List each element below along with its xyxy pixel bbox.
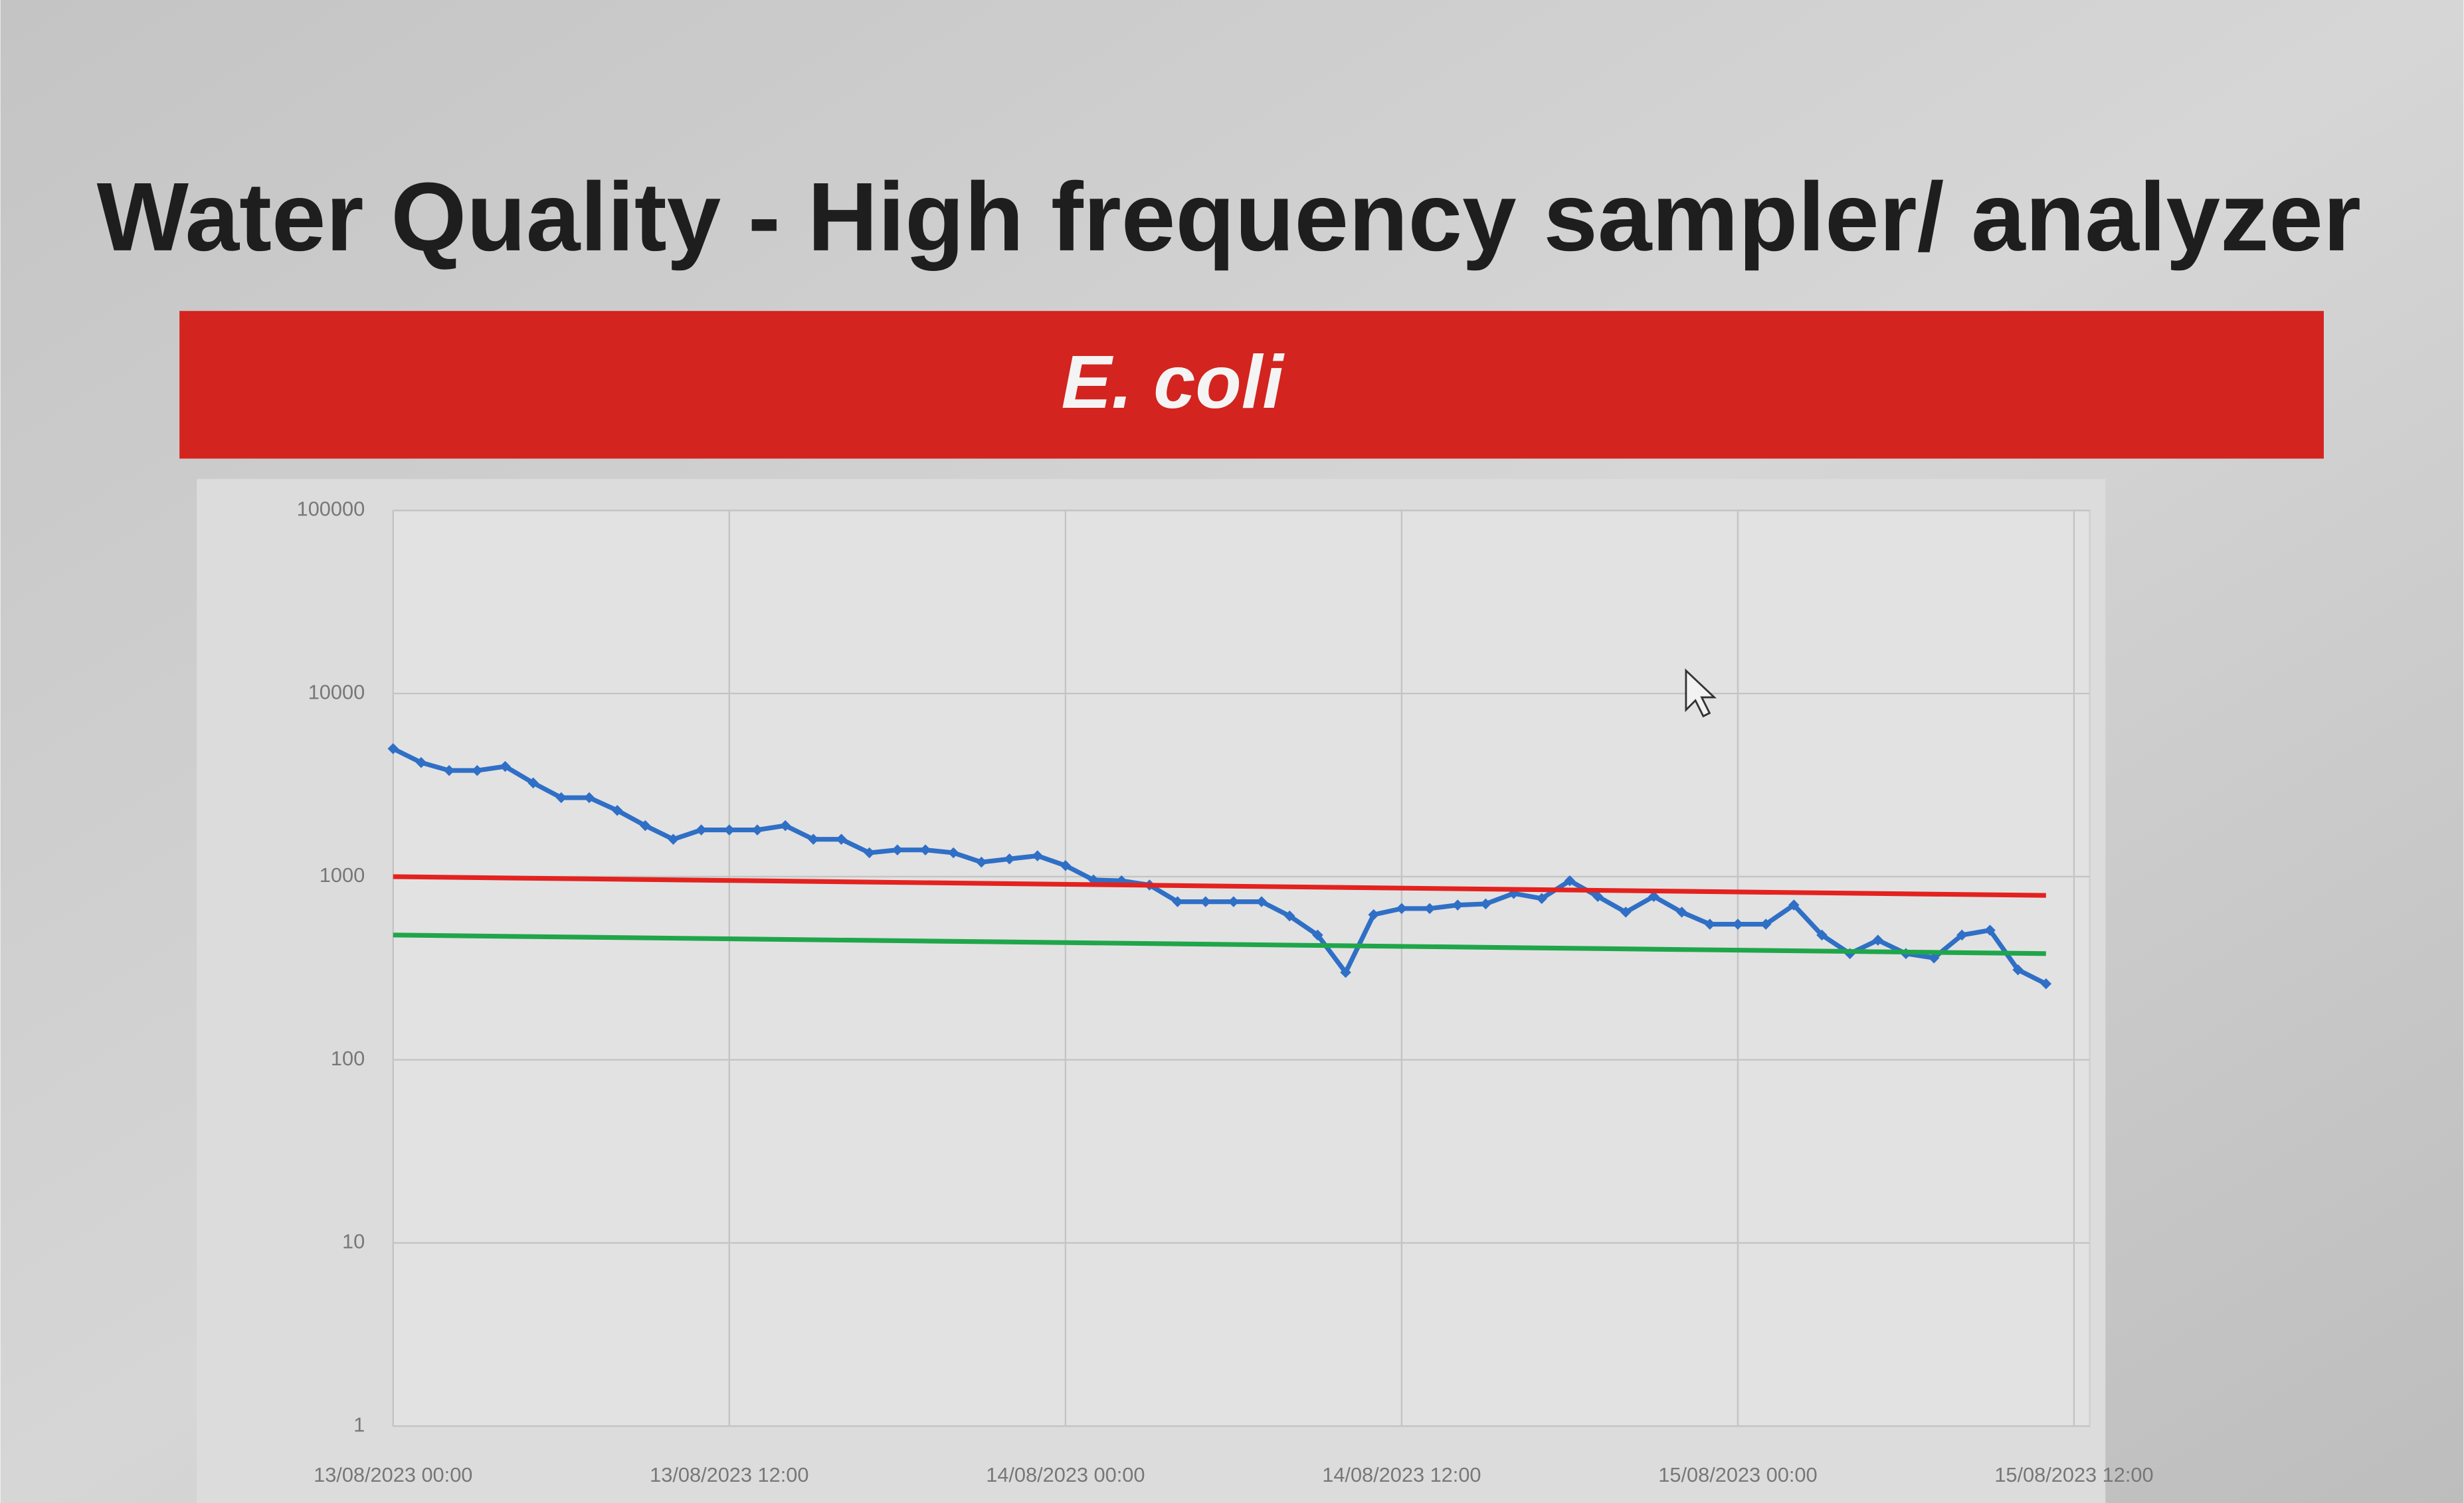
data-marker [1956, 929, 1968, 941]
y-tick-label: 10000 [308, 680, 365, 703]
chart-title: Water Quality - High frequency sampler/ … [97, 163, 2361, 272]
data-marker [1340, 966, 1351, 978]
data-marker [919, 844, 931, 855]
data-marker [1480, 898, 1491, 910]
data-marker [808, 834, 819, 845]
data-marker [443, 764, 455, 776]
data-marker [836, 834, 847, 845]
data-marker [1396, 903, 1408, 915]
data-marker [611, 804, 623, 816]
data-marker [1788, 899, 1800, 911]
data-marker [387, 743, 399, 754]
data-marker [1620, 907, 1632, 918]
y-tick-label: 1 [353, 1413, 365, 1436]
series-line [392, 747, 2047, 986]
x-tick-label: 13/08/2023 12:00 [650, 1463, 808, 1486]
data-marker [668, 834, 679, 845]
data-marker [1256, 896, 1268, 907]
data-marker [1760, 919, 1772, 930]
data-marker [1704, 919, 1716, 930]
data-marker [640, 820, 651, 832]
x-tick-label: 15/08/2023 00:00 [1658, 1463, 1817, 1486]
series-line [393, 932, 2046, 956]
data-marker [1648, 891, 1659, 902]
mouse-cursor [1685, 668, 1717, 718]
data-marker [2040, 978, 2052, 990]
data-marker [1452, 899, 1464, 911]
data-marker [2012, 964, 2024, 976]
data-marker [471, 764, 483, 776]
data-marker [1283, 910, 1295, 922]
data-marker [1872, 934, 1884, 946]
data-marker [696, 824, 707, 836]
data-marker [1984, 925, 1996, 936]
data-marker [1004, 853, 1015, 865]
data-marker [1564, 875, 1576, 887]
x-tick-label: 15/08/2023 12:00 [1994, 1463, 2153, 1486]
data-marker [1312, 929, 1323, 941]
x-tick-label: 14/08/2023 12:00 [1322, 1463, 1481, 1486]
data-marker [1060, 859, 1072, 871]
data-marker [1228, 896, 1240, 907]
data-marker [1368, 909, 1379, 921]
data-marker [892, 844, 903, 855]
data-marker [1200, 896, 1211, 907]
data-marker [1592, 891, 1604, 902]
data-marker [751, 824, 763, 836]
data-marker [976, 856, 987, 868]
data-marker [1032, 850, 1043, 861]
x-tick-label: 14/08/2023 00:00 [986, 1463, 1145, 1486]
data-marker [864, 847, 875, 859]
plot-background [392, 509, 2091, 1427]
data-marker [1928, 952, 1940, 964]
data-marker [555, 792, 567, 804]
data-marker [1676, 907, 1687, 918]
y-tick-label: 100 [331, 1047, 365, 1070]
chart-subtitle: E. coli [1061, 340, 1285, 424]
y-tick-label: 1000 [320, 863, 365, 887]
data-marker [947, 847, 959, 859]
data-marker [1816, 929, 1828, 941]
plot-area: 1 10 100 1000 10000 100000 13/08/2023 00:00 13/… [297, 497, 2154, 1486]
banner [179, 311, 2324, 459]
data-marker [1536, 893, 1548, 905]
data-marker [1424, 903, 1436, 915]
series-line [393, 874, 2046, 898]
x-tick-label: 13/08/2023 00:00 [314, 1463, 472, 1486]
data-marker [583, 792, 595, 804]
y-tick-label: 10 [342, 1230, 365, 1253]
data-marker [1732, 919, 1744, 930]
data-marker [723, 824, 735, 836]
y-tick-label: 100000 [297, 497, 365, 521]
data-marker [415, 756, 427, 768]
data-marker [1172, 896, 1183, 907]
